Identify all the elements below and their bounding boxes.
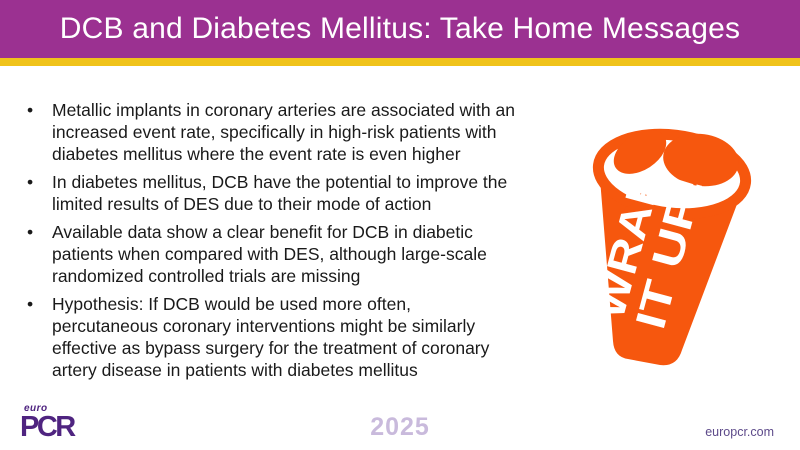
europcr-logo-euro: euro	[24, 403, 48, 414]
bullet-text: In diabetes mellitus, DCB have the poten…	[52, 172, 508, 214]
bullet-text: Hypothesis: If DCB would be used more of…	[52, 294, 490, 380]
bullet-text: Metallic implants in coronary arteries a…	[52, 100, 515, 164]
accent-bar	[0, 58, 800, 66]
bullet-list: • Metallic implants in coronary arteries…	[20, 99, 568, 387]
bullet-item: • Hypothesis: If DCB would be used more …	[20, 293, 568, 381]
bullet-icon: •	[27, 100, 34, 120]
bullet-item: • Metallic implants in coronary arteries…	[20, 99, 568, 165]
year-label: 2025	[370, 413, 430, 441]
wrap-spiral-accent	[624, 192, 647, 214]
bullet-icon: •	[27, 294, 34, 314]
europcr-logo-pcr: PCR	[20, 411, 76, 443]
page-title: DCB and Diabetes Mellitus: Take Home Mes…	[59, 12, 741, 45]
wrap-roll-left-lobe	[613, 130, 667, 174]
bullet-item: • Available data show a clear benefit fo…	[20, 221, 568, 287]
wrap-spiral-dot	[639, 208, 649, 218]
bullet-icon: •	[27, 222, 34, 242]
bullet-icon: •	[27, 172, 34, 192]
website-label: europcr.com	[705, 425, 774, 439]
bullet-text: Available data show a clear benefit for …	[52, 222, 487, 286]
title-bar: DCB and Diabetes Mellitus: Take Home Mes…	[0, 0, 800, 58]
bullet-item: • In diabetes mellitus, DCB have the pot…	[20, 171, 568, 215]
wrap-it-up-graphic: WRAP IT UP!	[585, 128, 752, 366]
wrap-roll-right-lobe	[663, 133, 739, 187]
europcr-logo: euro PCR	[20, 403, 76, 443]
